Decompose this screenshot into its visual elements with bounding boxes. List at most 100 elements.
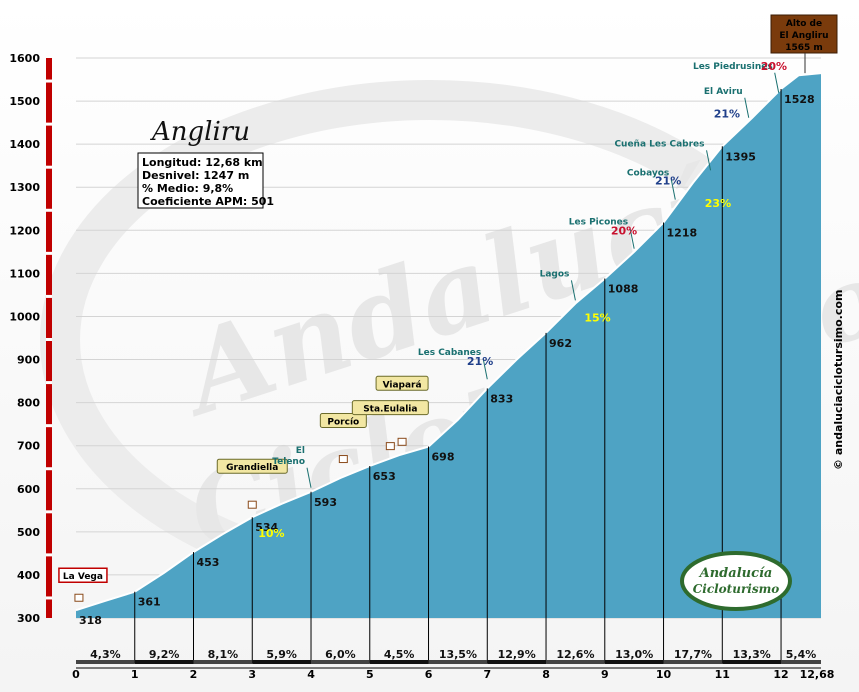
location-label-0-0: El [296, 446, 305, 456]
segment-gradient-7: 12,9% [498, 648, 536, 661]
y-tick-700: 700 [17, 440, 40, 453]
profile-area [76, 73, 821, 619]
location-pointer-2 [570, 280, 576, 301]
scale-bar-0 [76, 660, 135, 664]
y-tick-1600: 1600 [9, 52, 40, 65]
segment-gradient-9: 13,0% [615, 648, 653, 661]
y-axis-notch-300 [46, 596, 52, 600]
scale-bar-4 [311, 660, 370, 664]
km-elevation-1: 361 [138, 596, 161, 609]
y-tick-1500: 1500 [9, 95, 40, 108]
scale-bar-9 [604, 660, 664, 664]
place-house-2 [338, 455, 348, 464]
place-tag-3 [351, 400, 429, 416]
ramp-label-1: 21% [467, 355, 493, 368]
y-tick-1300: 1300 [9, 181, 40, 194]
scale-bar-12 [781, 660, 821, 664]
y-axis-notch-1500 [46, 79, 52, 83]
y-axis-notch-1000 [46, 294, 52, 298]
stat-coefficient: Coeficiente APM: 501 [142, 195, 274, 208]
location-pointer-3 [629, 228, 635, 249]
place-label-2: Porcío [327, 418, 359, 428]
km-elevation-8: 962 [549, 337, 572, 350]
place-house-0 [74, 593, 84, 602]
y-tick-300: 300 [17, 612, 40, 625]
segment-gradient-5: 4,5% [384, 648, 415, 661]
location-label-4-0: Cobayos [627, 169, 669, 179]
place-label-1: Grandiella [226, 463, 278, 473]
location-label-6-0: El Aviru [704, 87, 743, 97]
segment-gradient-2: 8,1% [208, 648, 239, 661]
x-tick-6: 6 [425, 668, 433, 681]
ramp-label-4: 21% [655, 174, 681, 187]
y-tick-500: 500 [17, 526, 40, 539]
km-elevation-5: 653 [373, 470, 396, 483]
place-tag-0 [58, 567, 108, 583]
place-house-4 [397, 437, 407, 446]
km-elevation-3: 534 [255, 521, 278, 534]
location-label-1-0: Les Cabanes [418, 348, 481, 358]
y-tick-400: 400 [17, 569, 40, 582]
ramp-label-2: 15% [584, 311, 610, 324]
segment-gradient-12: 5,4% [786, 648, 817, 661]
summit-box [770, 14, 838, 54]
location-pointer-7 [774, 72, 780, 93]
chart-title: Angliru [150, 117, 250, 147]
place-tag-4 [375, 375, 429, 391]
logo: Andalucía Cicloturismo [680, 551, 792, 611]
y-tick-900: 900 [17, 354, 40, 367]
credit-text: © andaluciaciclotursimo.com [832, 290, 845, 470]
x-tick-11: 11 [715, 668, 730, 681]
scale-bar-1 [134, 660, 194, 664]
y-axis-notch-500 [46, 510, 52, 514]
km-elevation-7: 833 [490, 392, 513, 405]
scale-bar-6 [428, 660, 488, 664]
annotations: 318 361 453 534 593 653 698 833 962 1088 1218 1395 1… [58, 14, 838, 661]
scale-bar-3 [252, 660, 312, 664]
km-elevation-9: 1088 [608, 283, 639, 296]
logo-line-2: Cicloturismo [693, 582, 780, 596]
y-axis-notch-1200 [46, 208, 52, 212]
location-label-2-0: Lagos [540, 269, 570, 279]
km-elevation-11: 1395 [725, 150, 756, 163]
profile-line [75, 72, 822, 612]
y-axis-notch-800 [46, 381, 52, 385]
scale-bar-5 [369, 660, 429, 664]
x-tick-end: 12,68 [800, 668, 835, 681]
segment-gradient-8: 12,6% [556, 648, 594, 661]
y-tick-800: 800 [17, 397, 40, 410]
location-label-3-0: Les Picones [569, 218, 628, 228]
x-tick-7: 7 [483, 668, 491, 681]
segment-gradient-10: 17,7% [674, 648, 712, 661]
location-pointer-4 [670, 179, 676, 200]
y-tick-1100: 1100 [9, 267, 40, 280]
segment-gradient-11: 13,3% [733, 648, 771, 661]
logo-line-1: Andalucía [698, 566, 773, 581]
place-house-1 [247, 500, 257, 509]
x-tick-0: 0 [72, 668, 80, 681]
segment-gradient-0: 4,3% [90, 648, 121, 661]
y-axis-notch-1100 [46, 251, 52, 255]
km-elevation-2: 453 [197, 556, 220, 569]
km-elevation-0: 318 [79, 614, 102, 627]
x-tick-10: 10 [656, 668, 672, 681]
location-pointer-1 [482, 359, 488, 380]
stat-average: % Medio: 9,8% [142, 182, 233, 195]
km-elevation-10: 1218 [667, 227, 698, 240]
ramp-label-0: 10% [258, 527, 284, 540]
km-elevation-4: 593 [314, 496, 337, 509]
x-tick-9: 9 [601, 668, 609, 681]
km-elevation-12: 1528 [784, 93, 815, 106]
y-tick-1000: 1000 [9, 310, 40, 323]
place-house-3 [385, 442, 395, 451]
location-label-5-0: Cueña Les Cabres [614, 139, 704, 149]
y-tick-1200: 1200 [9, 224, 40, 237]
summit-line-1: El Angliru [779, 31, 828, 41]
km-elevation-6: 698 [432, 451, 455, 464]
y-axis-notch-400 [46, 553, 52, 557]
place-label-0: La Vega [63, 572, 103, 582]
x-tick-5: 5 [366, 668, 374, 681]
stat-climb: Desnivel: 1247 m [142, 169, 249, 182]
ramp-label-6: 21% [714, 108, 740, 121]
